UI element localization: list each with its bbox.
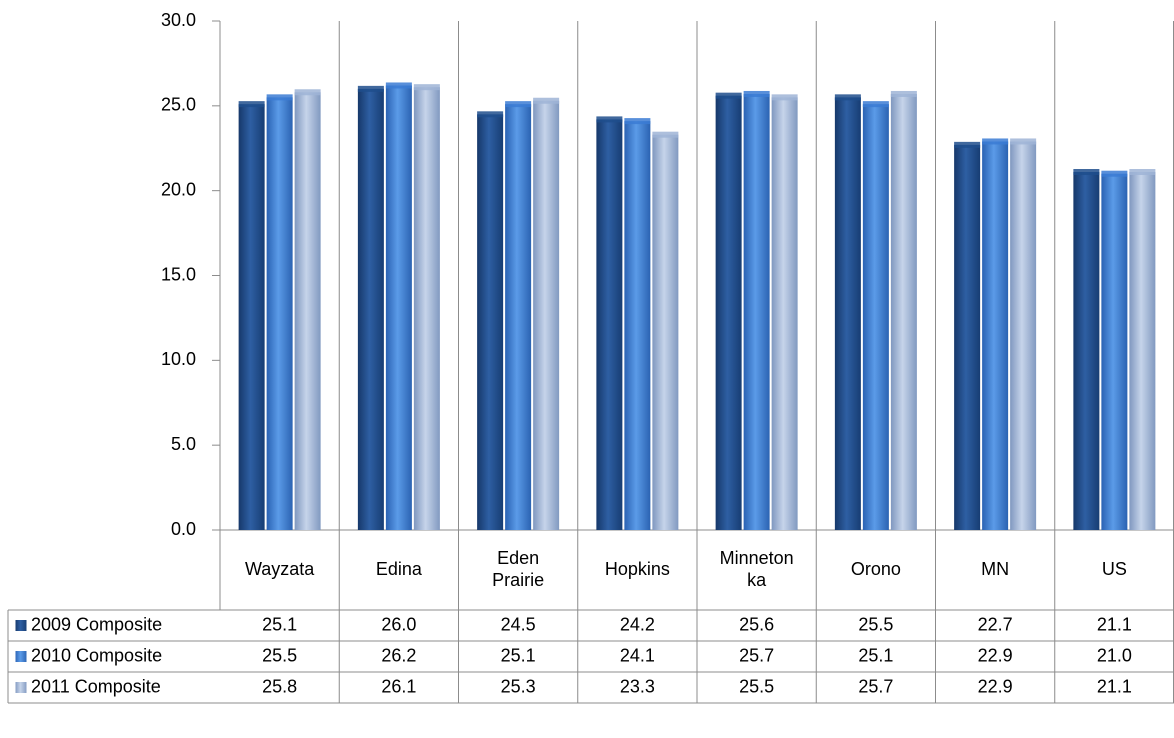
- bar-top-cap: [624, 118, 651, 125]
- bar: [413, 87, 440, 531]
- bar: [771, 97, 798, 530]
- table-cell-value: 25.1: [858, 645, 893, 665]
- legend-swatch: [14, 681, 28, 694]
- table-cell-value: 26.1: [381, 676, 416, 696]
- bar-top-cap: [1010, 138, 1037, 145]
- y-tick-label: 0.0: [171, 519, 196, 539]
- category-label: ka: [747, 570, 767, 590]
- bar: [596, 119, 623, 530]
- bar-top-cap: [890, 90, 917, 97]
- bars-layer: [238, 82, 1156, 531]
- table-cell-value: 22.7: [978, 614, 1013, 634]
- legend-label: 2009 Composite: [31, 614, 162, 634]
- bar-top-cap: [715, 92, 742, 99]
- bar-top-cap: [743, 90, 770, 97]
- legend-label: 2011 Composite: [31, 676, 161, 696]
- table-cell-value: 25.7: [858, 676, 893, 696]
- bar: [505, 104, 532, 531]
- bar-top-cap: [533, 97, 560, 104]
- table-cell-value: 25.1: [501, 645, 536, 665]
- bar-top-cap: [1129, 169, 1156, 176]
- bar: [385, 85, 412, 531]
- y-tick-label: 5.0: [171, 434, 196, 454]
- category-label: Wayzata: [245, 559, 315, 579]
- legend-label: 2010 Composite: [31, 645, 162, 665]
- bar-top-cap: [505, 101, 532, 108]
- table-cell-value: 25.7: [739, 645, 774, 665]
- bar-top-cap: [238, 101, 265, 108]
- table-cell-value: 21.1: [1097, 614, 1132, 634]
- category-label: Eden: [497, 548, 539, 568]
- category-label: US: [1102, 559, 1127, 579]
- bar-top-cap: [982, 138, 1009, 145]
- bar: [357, 88, 384, 530]
- bar: [954, 144, 981, 530]
- bar: [1073, 172, 1100, 530]
- bar-top-cap: [596, 116, 623, 123]
- bar: [1010, 141, 1037, 531]
- bar-top-cap: [771, 94, 798, 101]
- legend-swatch: [14, 619, 28, 632]
- bar-top-cap: [266, 94, 293, 101]
- bar-top-cap: [477, 111, 504, 118]
- table-cell-value: 25.1: [262, 614, 297, 634]
- y-tick-label: 30.0: [161, 10, 196, 30]
- bar: [715, 95, 742, 531]
- category-label: Orono: [851, 559, 901, 579]
- bar-top-cap: [862, 101, 889, 108]
- bar-top-cap: [1101, 170, 1128, 177]
- y-tick-label: 10.0: [161, 349, 196, 369]
- bar-top-cap: [294, 89, 321, 96]
- table-cell-value: 25.5: [739, 676, 774, 696]
- bar: [533, 100, 560, 530]
- bar-top-cap: [413, 84, 440, 91]
- category-label: Minneton: [720, 548, 794, 568]
- table-cell-value: 24.1: [620, 645, 655, 665]
- bar: [982, 141, 1009, 531]
- bar: [743, 93, 770, 530]
- bar: [1101, 173, 1128, 530]
- table-cell-value: 25.3: [501, 676, 536, 696]
- y-tick-label: 20.0: [161, 179, 196, 199]
- bar-top-cap: [834, 94, 861, 101]
- bar-top-cap: [652, 131, 679, 138]
- bar: [862, 104, 889, 531]
- bar: [266, 97, 293, 530]
- table-cell-value: 23.3: [620, 676, 655, 696]
- table-cell-value: 26.2: [381, 645, 416, 665]
- bar: [477, 114, 504, 531]
- axis-layer: 0.0 5.0 10.0 15.0 20.0 25.0 30.0: [161, 10, 1174, 703]
- table-cell-value: 25.6: [739, 614, 774, 634]
- bar-top-cap: [954, 141, 981, 148]
- bar: [294, 92, 321, 530]
- bar: [834, 97, 861, 530]
- category-label: MN: [981, 559, 1009, 579]
- bar: [890, 93, 917, 530]
- table-cell-value: 25.5: [262, 645, 297, 665]
- table-cell-value: 22.9: [978, 676, 1013, 696]
- bar-top-cap: [357, 85, 384, 92]
- table-cell-value: 25.8: [262, 676, 297, 696]
- bar: [624, 121, 651, 530]
- category-label: Edina: [376, 559, 423, 579]
- table-cell-value: 22.9: [978, 645, 1013, 665]
- category-label: Hopkins: [605, 559, 670, 579]
- bar: [238, 104, 265, 531]
- table-cell-value: 21.1: [1097, 676, 1132, 696]
- legend-swatch: [14, 650, 28, 663]
- table-cell-value: 21.0: [1097, 645, 1132, 665]
- y-tick-label: 25.0: [161, 95, 196, 115]
- bar: [652, 134, 679, 530]
- table-cell-value: 24.5: [501, 614, 536, 634]
- bar-top-cap: [385, 82, 412, 89]
- table-cell-value: 24.2: [620, 614, 655, 634]
- table-cell-value: 25.5: [858, 614, 893, 634]
- y-tick-label: 15.0: [161, 264, 196, 284]
- table-cell-value: 26.0: [381, 614, 416, 634]
- bar: [1129, 172, 1156, 530]
- bar-top-cap: [1073, 169, 1100, 176]
- category-label: Prairie: [492, 570, 544, 590]
